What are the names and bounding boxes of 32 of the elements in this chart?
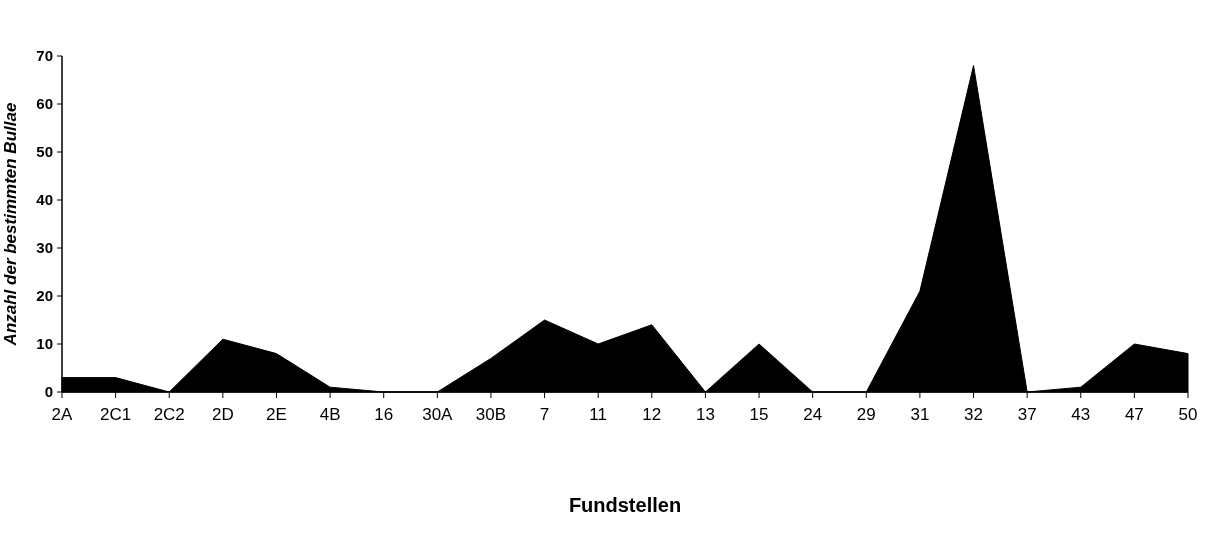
x-tick-label: 13 <box>695 405 715 424</box>
x-tick-label: 37 <box>1017 405 1037 424</box>
x-tick-label: 4B <box>319 405 341 424</box>
y-tick-label: 40 <box>36 191 53 209</box>
x-tick-label: 30B <box>475 405 507 424</box>
x-tick-label: 43 <box>1071 405 1091 424</box>
x-tick-label: 2C1 <box>100 405 132 424</box>
x-tick-label: 31 <box>910 405 930 424</box>
x-tick-label: 50 <box>1178 405 1198 424</box>
x-axis-title: Fundstellen <box>568 494 682 516</box>
x-tick-label: 2E <box>266 405 287 424</box>
x-tick-label: 29 <box>856 405 876 424</box>
y-tick-label: 70 <box>36 47 53 65</box>
x-tick-label: 2D <box>211 405 234 424</box>
x-tick-label: 24 <box>803 405 823 424</box>
y-tick-label: 10 <box>36 335 53 353</box>
x-tick-label: 12 <box>642 405 662 424</box>
x-tick-label: 2C2 <box>153 405 185 424</box>
x-tick-label: 32 <box>964 405 983 424</box>
x-tick-label: 11 <box>589 405 608 424</box>
x-tick-label: 47 <box>1124 405 1144 424</box>
y-tick-label: 0 <box>44 383 53 401</box>
x-tick-label: 7 <box>539 405 550 424</box>
y-tick-label: 20 <box>36 287 53 305</box>
y-axis-title: Anzahl der bestimmten Bullae <box>1 102 20 347</box>
y-tick-label: 50 <box>36 143 53 161</box>
y-tick-label: 60 <box>36 95 53 113</box>
x-tick-label: 30A <box>422 405 454 424</box>
x-tick-label: 16 <box>374 405 394 424</box>
y-tick-label: 30 <box>36 239 53 257</box>
x-tick-label: 2A <box>51 405 74 424</box>
x-tick-label: 15 <box>749 405 769 424</box>
